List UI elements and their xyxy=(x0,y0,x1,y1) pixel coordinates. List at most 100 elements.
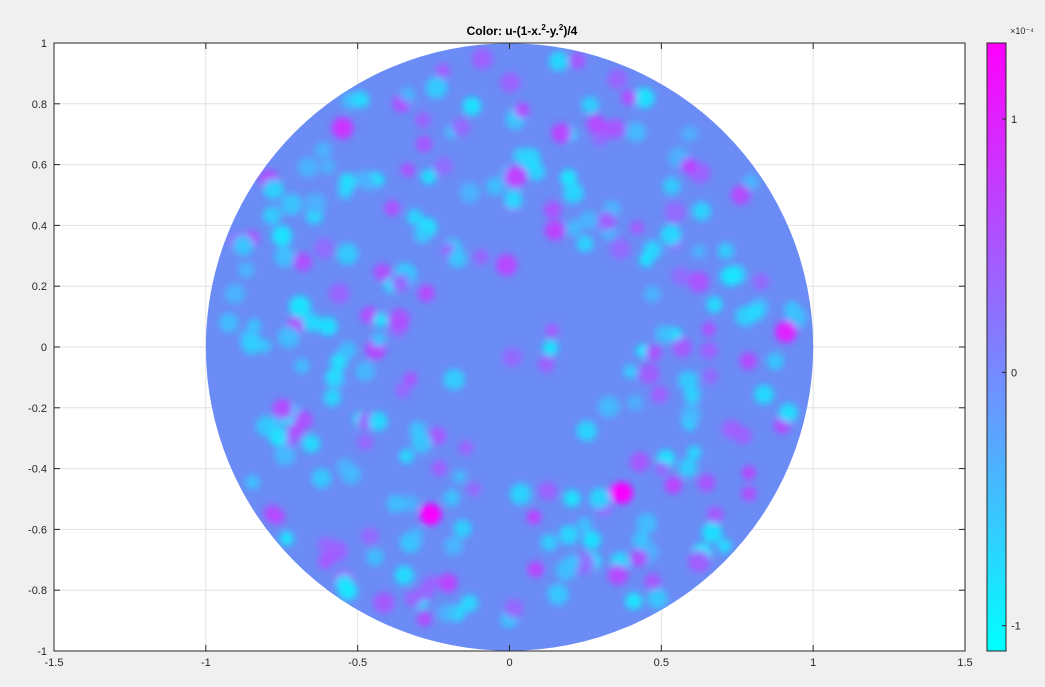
field-spot xyxy=(262,206,282,225)
field-spot xyxy=(399,448,414,464)
field-spot xyxy=(437,604,456,622)
field-spot xyxy=(415,135,433,153)
field-peak xyxy=(774,320,797,343)
field-spot xyxy=(526,509,542,525)
field-spot xyxy=(576,235,594,253)
colorbar-tick-label: 1 xyxy=(1011,114,1017,126)
field-spot xyxy=(471,48,493,70)
field-spot xyxy=(466,481,481,497)
field-spot xyxy=(752,273,770,291)
field-spot xyxy=(279,531,294,546)
field-spot xyxy=(586,114,606,134)
field-spot xyxy=(547,583,569,605)
field-spot xyxy=(328,282,350,305)
field-spot xyxy=(691,201,712,221)
field-spot xyxy=(645,344,663,362)
field-spot xyxy=(638,363,660,385)
field-spot xyxy=(460,594,479,613)
field-spot xyxy=(336,243,359,265)
field-spot xyxy=(224,283,246,305)
field-spot xyxy=(509,483,532,505)
field-peak xyxy=(419,503,442,526)
field-spot xyxy=(680,403,702,424)
field-spot xyxy=(558,524,579,545)
field-spot xyxy=(391,274,409,292)
field-spot xyxy=(443,368,465,391)
field-spot xyxy=(636,512,658,534)
field-spot xyxy=(268,508,286,525)
field-spot xyxy=(569,52,587,70)
field-spot xyxy=(576,420,598,442)
field-spot xyxy=(362,176,377,192)
field-spot xyxy=(414,111,432,129)
field-spot xyxy=(335,574,353,592)
field-spot xyxy=(257,338,272,353)
field-spot xyxy=(664,476,683,495)
field-spot xyxy=(434,156,453,176)
field-spot xyxy=(582,530,602,550)
field-spot xyxy=(548,51,569,72)
field-spot xyxy=(443,536,464,556)
field-spot xyxy=(607,68,628,90)
field-spot xyxy=(537,355,555,373)
field-spot xyxy=(681,125,699,143)
field-spot xyxy=(766,352,785,371)
field-spot xyxy=(302,313,322,332)
field-spot xyxy=(293,358,310,374)
field-spot xyxy=(563,489,581,508)
field-spot xyxy=(453,519,472,538)
y-tick-label: 0.8 xyxy=(32,99,47,111)
field-spot xyxy=(664,201,686,223)
field-spot xyxy=(623,364,638,379)
field-spot xyxy=(686,445,702,460)
field-spot xyxy=(650,385,669,404)
y-tick-labels: 1 0.8 0.6 0.4 0.2 0 -0.2 -0.4 -0.6 -0.8 -1 xyxy=(28,38,47,658)
field-spot xyxy=(688,550,710,573)
field-variation-spots xyxy=(219,48,808,628)
field-spot xyxy=(678,457,698,478)
field-spot xyxy=(256,415,277,437)
field-spot xyxy=(746,302,765,321)
field-spot xyxy=(417,611,432,627)
field-spot xyxy=(625,592,643,610)
field-spot xyxy=(323,389,342,407)
plot-title: Color: u-(1-x.2-y.2)/4 xyxy=(467,23,578,38)
field-spot xyxy=(473,248,490,266)
field-spot xyxy=(643,285,661,303)
field-spot xyxy=(743,173,760,190)
field-spot xyxy=(400,162,415,177)
field-spot xyxy=(417,284,435,303)
field-spot xyxy=(654,324,674,344)
field-spot xyxy=(232,234,254,256)
field-spot xyxy=(565,220,583,237)
field-spot xyxy=(671,266,691,286)
field-spot xyxy=(644,573,661,590)
field-spot xyxy=(421,169,437,185)
field-spot xyxy=(621,89,637,106)
field-spot xyxy=(672,337,693,358)
field-spot xyxy=(697,473,716,492)
field-spot xyxy=(485,177,505,196)
field-spot xyxy=(317,536,335,554)
field-spot xyxy=(317,553,334,570)
field-spot xyxy=(288,295,311,318)
field-spot xyxy=(597,395,620,418)
field-spot xyxy=(423,574,440,591)
field-spot xyxy=(452,469,467,484)
colorbar-gradient xyxy=(986,42,1007,652)
field-spot xyxy=(320,158,336,175)
field-spot xyxy=(543,200,562,219)
x-tick-label: 1 xyxy=(810,657,816,669)
x-tick-labels: -1.5 -1 -0.5 0 0.5 1 1.5 xyxy=(45,657,973,669)
field-spot xyxy=(626,394,644,411)
field-spot xyxy=(352,91,370,109)
field-spot xyxy=(304,192,327,215)
title-sup-2: 2 xyxy=(559,23,564,32)
field-spot xyxy=(706,296,723,313)
field-spot xyxy=(630,549,648,567)
field-spot xyxy=(219,313,239,333)
y-tick-label: 0.2 xyxy=(32,281,47,293)
y-tick-label: 0.4 xyxy=(32,220,47,232)
field-spot xyxy=(680,157,697,175)
